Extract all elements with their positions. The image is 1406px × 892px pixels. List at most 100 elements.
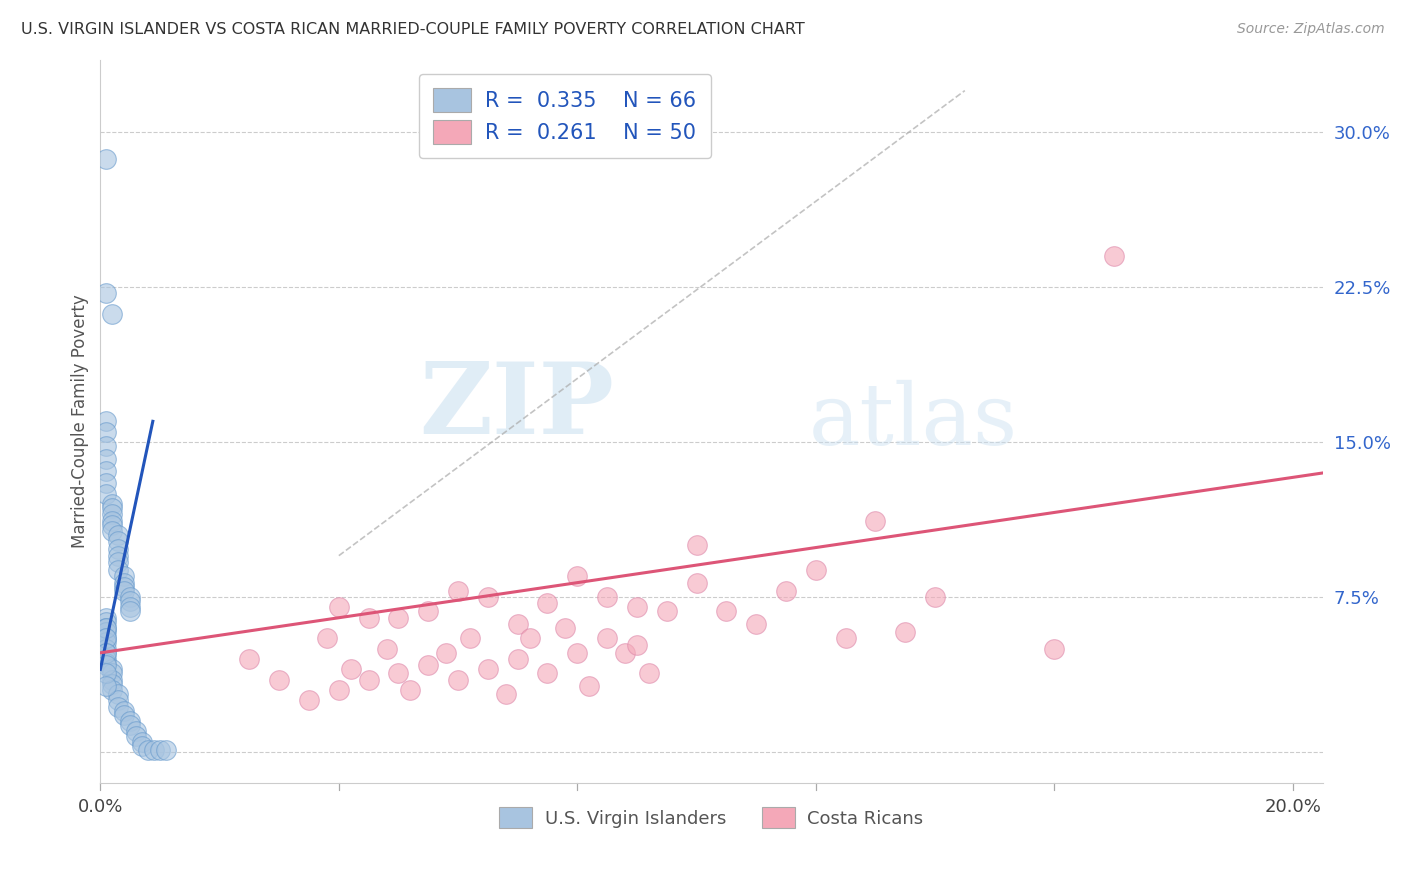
Point: [96, 632, 118, 646]
Point: [96, 625, 118, 640]
Legend: U.S. Virgin Islanders, Costa Ricans: U.S. Virgin Islanders, Costa Ricans: [492, 800, 931, 836]
Point: [614, 646, 637, 660]
Point: [519, 632, 541, 646]
Point: [136, 743, 159, 757]
Point: [269, 673, 291, 687]
Point: [477, 590, 499, 604]
Point: [101, 524, 124, 538]
Point: [477, 662, 499, 676]
Point: [101, 673, 124, 687]
Point: [101, 683, 124, 698]
Point: [596, 632, 619, 646]
Point: [112, 707, 135, 722]
Point: [1043, 641, 1066, 656]
Point: [96, 656, 118, 670]
Point: [536, 596, 558, 610]
Text: U.S. VIRGIN ISLANDER VS COSTA RICAN MARRIED-COUPLE FAMILY POVERTY CORRELATION CH: U.S. VIRGIN ISLANDER VS COSTA RICAN MARR…: [21, 22, 804, 37]
Point: [554, 621, 576, 635]
Point: [96, 652, 118, 666]
Point: [387, 666, 409, 681]
Point: [418, 658, 440, 673]
Point: [506, 652, 529, 666]
Point: [536, 666, 558, 681]
Point: [578, 679, 600, 693]
Text: atlas: atlas: [810, 380, 1018, 463]
Point: [120, 714, 142, 728]
Point: [101, 662, 124, 676]
Point: [298, 693, 321, 707]
Point: [375, 641, 398, 656]
Point: [96, 666, 118, 681]
Point: [112, 575, 135, 590]
Point: [112, 569, 135, 583]
Point: [149, 743, 172, 757]
Point: [125, 724, 148, 739]
Point: [120, 605, 142, 619]
Point: [745, 616, 768, 631]
Point: [567, 646, 589, 660]
Point: [101, 497, 124, 511]
Point: [328, 600, 350, 615]
Point: [96, 439, 118, 453]
Point: [339, 662, 361, 676]
Point: [101, 666, 124, 681]
Point: [96, 425, 118, 439]
Text: Source: ZipAtlas.com: Source: ZipAtlas.com: [1237, 22, 1385, 37]
Point: [357, 610, 380, 624]
Point: [107, 542, 129, 557]
Point: [924, 590, 946, 604]
Point: [112, 704, 135, 718]
Point: [120, 594, 142, 608]
Point: [655, 605, 678, 619]
Point: [120, 718, 142, 732]
Point: [96, 658, 118, 673]
Point: [96, 679, 118, 693]
Point: [834, 632, 856, 646]
Point: [1102, 249, 1125, 263]
Point: [865, 514, 887, 528]
Point: [387, 610, 409, 624]
Point: [96, 476, 118, 491]
Point: [107, 534, 129, 549]
Point: [96, 646, 118, 660]
Point: [447, 583, 470, 598]
Point: [155, 743, 177, 757]
Point: [101, 517, 124, 532]
Point: [96, 286, 118, 301]
Point: [637, 666, 659, 681]
Point: [96, 152, 118, 166]
Point: [101, 514, 124, 528]
Point: [125, 729, 148, 743]
Point: [96, 635, 118, 649]
Point: [120, 600, 142, 615]
Point: [775, 583, 797, 598]
Point: [107, 693, 129, 707]
Point: [101, 307, 124, 321]
Point: [96, 464, 118, 478]
Point: [101, 501, 124, 516]
Point: [685, 575, 707, 590]
Point: [626, 638, 648, 652]
Point: [804, 563, 827, 577]
Point: [107, 528, 129, 542]
Point: [96, 621, 118, 635]
Point: [131, 735, 153, 749]
Point: [458, 632, 481, 646]
Point: [96, 621, 118, 635]
Y-axis label: Married-Couple Family Poverty: Married-Couple Family Poverty: [72, 294, 89, 549]
Point: [328, 683, 350, 698]
Point: [96, 646, 118, 660]
Point: [96, 414, 118, 428]
Point: [143, 743, 166, 757]
Point: [120, 590, 142, 604]
Point: [101, 677, 124, 691]
Point: [101, 508, 124, 522]
Point: [626, 600, 648, 615]
Point: [434, 646, 457, 660]
Point: [399, 683, 422, 698]
Point: [107, 555, 129, 569]
Point: [112, 580, 135, 594]
Point: [96, 451, 118, 466]
Point: [112, 583, 135, 598]
Point: [96, 486, 118, 500]
